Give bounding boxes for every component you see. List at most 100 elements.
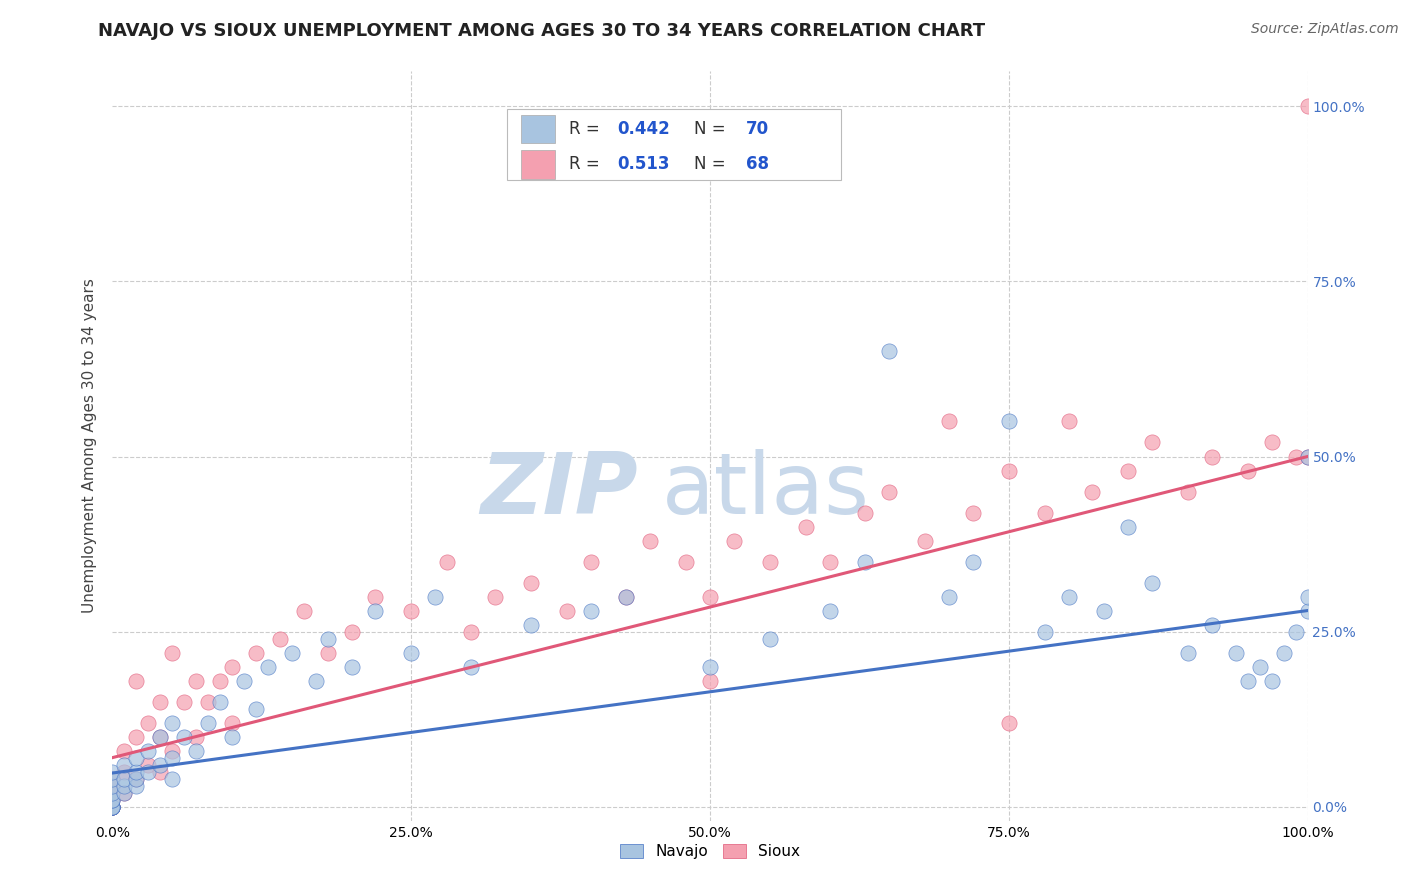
Point [101, 799, 124, 814]
Y-axis label: Unemployment Among Ages 30 to 34 years: Unemployment Among Ages 30 to 34 years [82, 278, 97, 614]
Point [759, 555, 782, 569]
Point [998, 415, 1021, 429]
Point [125, 764, 148, 779]
Point [186, 743, 208, 757]
Text: atlas: atlas [662, 450, 870, 533]
Point [138, 743, 160, 757]
Text: NAVAJO VS SIOUX UNEMPLOYMENT AMONG AGES 30 TO 34 YEARS CORRELATION CHART: NAVAJO VS SIOUX UNEMPLOYMENT AMONG AGES … [98, 22, 986, 40]
Point [962, 555, 984, 569]
Point [1296, 450, 1319, 464]
Point [138, 715, 160, 730]
Point [579, 603, 602, 617]
Point [1237, 673, 1260, 688]
Point [101, 799, 124, 814]
Point [1272, 646, 1295, 660]
Point [723, 533, 745, 548]
Point [794, 519, 817, 533]
Point [101, 799, 124, 814]
Point [938, 415, 960, 429]
Point [138, 764, 160, 779]
Point [197, 715, 219, 730]
Point [675, 555, 697, 569]
Point [101, 779, 124, 793]
Point [233, 673, 256, 688]
Text: 68: 68 [747, 155, 769, 173]
Point [114, 772, 135, 786]
Point [699, 659, 721, 673]
Point [879, 344, 901, 359]
Point [579, 555, 602, 569]
Point [640, 533, 662, 548]
Point [101, 799, 124, 814]
Point [998, 463, 1021, 477]
Point [245, 646, 267, 660]
Point [125, 730, 148, 744]
Point [114, 786, 135, 800]
Point [125, 673, 148, 688]
Point [401, 646, 423, 660]
Point [101, 792, 124, 806]
Point [914, 533, 936, 548]
Point [1177, 484, 1199, 499]
Point [1285, 624, 1308, 639]
Point [1249, 659, 1271, 673]
Point [1033, 506, 1056, 520]
Point [292, 603, 315, 617]
Point [101, 772, 124, 786]
Point [1118, 463, 1140, 477]
FancyBboxPatch shape [522, 150, 555, 178]
Point [1201, 450, 1223, 464]
Point [699, 590, 721, 604]
Point [101, 764, 124, 779]
Point [101, 786, 124, 800]
Point [1057, 590, 1080, 604]
Point [173, 695, 195, 709]
Point [209, 695, 232, 709]
Point [101, 772, 124, 786]
Point [162, 743, 183, 757]
Text: R =: R = [569, 120, 605, 137]
Point [162, 646, 183, 660]
Point [1142, 435, 1164, 450]
Point [114, 743, 135, 757]
Point [1237, 463, 1260, 477]
Point [460, 659, 482, 673]
Point [1225, 646, 1247, 660]
Point [1296, 99, 1319, 113]
Point [114, 779, 135, 793]
Text: 70: 70 [747, 120, 769, 137]
Text: N =: N = [695, 120, 731, 137]
Point [316, 646, 339, 660]
Point [340, 659, 363, 673]
Point [1261, 435, 1284, 450]
Point [209, 673, 232, 688]
Point [101, 799, 124, 814]
FancyBboxPatch shape [508, 109, 842, 180]
Point [101, 792, 124, 806]
Point [1142, 575, 1164, 590]
Point [460, 624, 482, 639]
Point [1118, 519, 1140, 533]
Point [197, 695, 219, 709]
Point [114, 764, 135, 779]
Point [364, 603, 387, 617]
Point [879, 484, 901, 499]
Legend: Navajo, Sioux: Navajo, Sioux [614, 838, 806, 865]
Text: Source: ZipAtlas.com: Source: ZipAtlas.com [1251, 22, 1399, 37]
Point [1285, 450, 1308, 464]
Point [1057, 415, 1080, 429]
Point [125, 750, 148, 764]
Point [101, 799, 124, 814]
Point [1033, 624, 1056, 639]
Point [186, 730, 208, 744]
Point [699, 673, 721, 688]
Point [269, 632, 291, 646]
Point [257, 659, 280, 673]
Point [520, 617, 543, 632]
Point [149, 757, 172, 772]
Point [855, 555, 877, 569]
Point [1177, 646, 1199, 660]
Point [114, 757, 135, 772]
Point [101, 799, 124, 814]
Text: N =: N = [695, 155, 731, 173]
